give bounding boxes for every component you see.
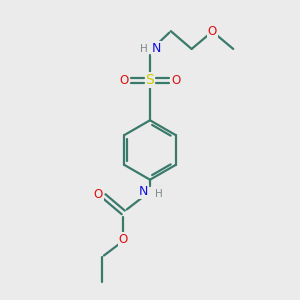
Text: S: S: [146, 73, 154, 87]
Text: O: O: [171, 74, 181, 87]
Text: O: O: [119, 74, 129, 87]
Text: N: N: [152, 42, 161, 56]
Text: O: O: [208, 25, 217, 38]
Text: H: H: [140, 44, 147, 54]
Text: O: O: [118, 233, 128, 246]
Text: N: N: [139, 185, 148, 198]
Text: H: H: [155, 189, 163, 199]
Text: O: O: [93, 188, 103, 201]
